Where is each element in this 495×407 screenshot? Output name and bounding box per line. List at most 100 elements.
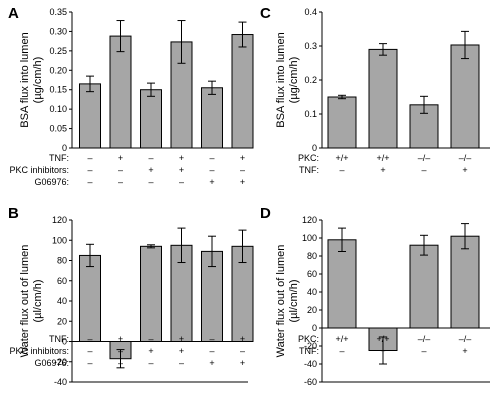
condition-label: PKC inhibitors: [9,346,69,356]
y-tick-label: 0.20 [49,65,67,75]
condition-mark: – [148,334,153,344]
y-axis-label: (µg/cm/h) [32,57,44,104]
condition-mark: – [148,358,153,368]
y-tick-label: 0.1 [304,109,317,119]
y-tick-label: -20 [304,341,317,351]
y-tick-label: 0.30 [49,26,67,36]
y-tick-label: 120 [52,215,67,225]
condition-mark: + [148,346,153,356]
condition-mark: – [87,153,92,163]
condition-mark: +/+ [335,334,348,344]
condition-mark: – [179,177,184,187]
condition-label: PKC inhibitors: [9,165,69,175]
condition-mark: –/– [459,153,472,163]
y-tick-label: 20 [57,316,67,326]
condition-mark: + [179,153,184,163]
y-axis-label: (µl/cm/h) [32,279,44,322]
y-tick-label: -40 [54,377,67,387]
condition-mark: –/– [418,334,431,344]
bar [450,44,480,149]
condition-mark: – [421,165,426,175]
condition-mark: – [339,346,344,356]
panel-letter: A [8,5,19,22]
y-tick-label: 80 [57,256,67,266]
condition-mark: – [148,153,153,163]
condition-mark: – [421,346,426,356]
condition-mark: – [148,177,153,187]
condition-mark: – [118,177,123,187]
condition-label: TNF: [299,346,319,356]
condition-mark: – [87,177,92,187]
bar [140,245,162,342]
panel-c: C BSA flux into lumen (µg/cm/h) 0 0.1 0.2 0.3 0… [260,5,490,175]
condition-label: TNF: [299,165,319,175]
y-tick-label: 0 [312,323,317,333]
bar [79,83,101,149]
y-axis-label: (µl/cm/h) [288,279,300,322]
condition-mark: – [240,165,245,175]
condition-mark: + [179,346,184,356]
y-axis-label: BSA flux into lumen [275,32,287,127]
condition-mark: – [209,334,214,344]
bar [327,239,357,329]
condition-mark: – [87,334,92,344]
y-tick-label: 0 [312,143,317,153]
condition-mark: –/– [459,334,472,344]
bar [368,48,398,149]
y-tick-label: 0.15 [49,85,67,95]
y-tick-label: 0.35 [49,7,67,17]
condition-mark: + [240,153,245,163]
condition-mark: + [462,346,467,356]
panel-letter: D [260,205,271,222]
condition-mark: + [462,165,467,175]
y-tick-label: 60 [57,276,67,286]
y-tick-label: 80 [307,251,317,261]
condition-mark: + [240,177,245,187]
y-tick-label: 100 [52,235,67,245]
y-tick-label: 0.10 [49,104,67,114]
condition-mark: + [148,165,153,175]
y-tick-label: 20 [307,305,317,315]
condition-mark: + [380,346,385,356]
condition-mark: + [179,165,184,175]
condition-mark: – [118,358,123,368]
y-tick-label: 0 [62,143,67,153]
condition-mark: +/+ [376,334,389,344]
y-tick-label: 0.2 [304,75,317,85]
condition-mark: –/– [418,153,431,163]
bar [231,34,254,149]
y-tick-label: 0.4 [304,7,317,17]
condition-mark: – [87,165,92,175]
y-tick-label: 100 [302,233,317,243]
panel-d: D Water flux out of lumen (µl/cm/h) -60 -40 -… [260,205,490,387]
y-tick-label: -20 [54,357,67,367]
condition-mark: – [179,358,184,368]
y-tick-label: -60 [304,377,317,387]
bar [109,35,132,149]
condition-mark: + [380,165,385,175]
condition-mark: + [179,334,184,344]
condition-mark: – [87,358,92,368]
condition-mark: +/+ [376,153,389,163]
condition-mark: – [118,165,123,175]
condition-mark: – [209,153,214,163]
y-tick-label: 40 [57,296,67,306]
condition-label: G06976: [34,358,69,368]
bar [327,96,357,149]
condition-label: G06976: [34,177,69,187]
y-axis-label: (µg/cm/h) [288,57,300,104]
bar [140,89,162,149]
y-tick-label: 40 [307,287,317,297]
condition-label: PKC: [298,334,319,344]
condition-mark: – [118,346,123,356]
condition-mark: + [209,177,214,187]
condition-mark: +/+ [335,153,348,163]
y-axis-label: BSA flux into lumen [19,32,31,127]
condition-label: TNF: [49,334,69,344]
condition-mark: + [240,358,245,368]
y-tick-label: 0.05 [49,124,67,134]
bar [409,244,439,329]
condition-mark: + [118,153,123,163]
